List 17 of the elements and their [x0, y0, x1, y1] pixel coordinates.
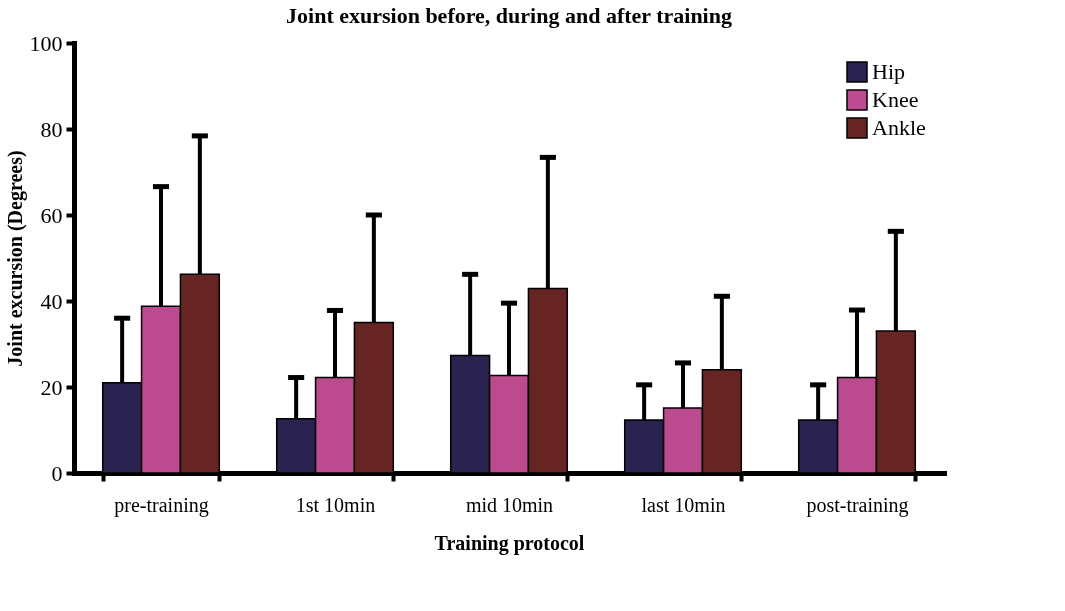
legend-label: Knee: [872, 87, 919, 112]
y-tick-label: 80: [40, 116, 63, 142]
x-tick-label: post-training: [806, 493, 909, 517]
legend-label: Hip: [872, 59, 905, 84]
y-tick-label: 100: [29, 30, 63, 56]
x-tick-label: last 10min: [641, 493, 726, 516]
y-axis-title: Joint excursion (Degrees): [3, 150, 27, 367]
y-tick-label: 0: [51, 460, 63, 486]
chart-title: Joint exursion before, during and after training: [286, 3, 732, 28]
x-axis-title: Training protocol: [434, 531, 585, 555]
x-tick-label: pre-training: [114, 493, 209, 517]
legend-label: Ankle: [872, 115, 926, 140]
y-tick-label: 20: [40, 374, 63, 400]
x-tick-label: mid 10min: [465, 493, 554, 516]
y-tick-label: 60: [40, 202, 63, 228]
x-tick-label: 1st 10min: [295, 493, 376, 516]
y-tick-label: 40: [40, 288, 63, 314]
